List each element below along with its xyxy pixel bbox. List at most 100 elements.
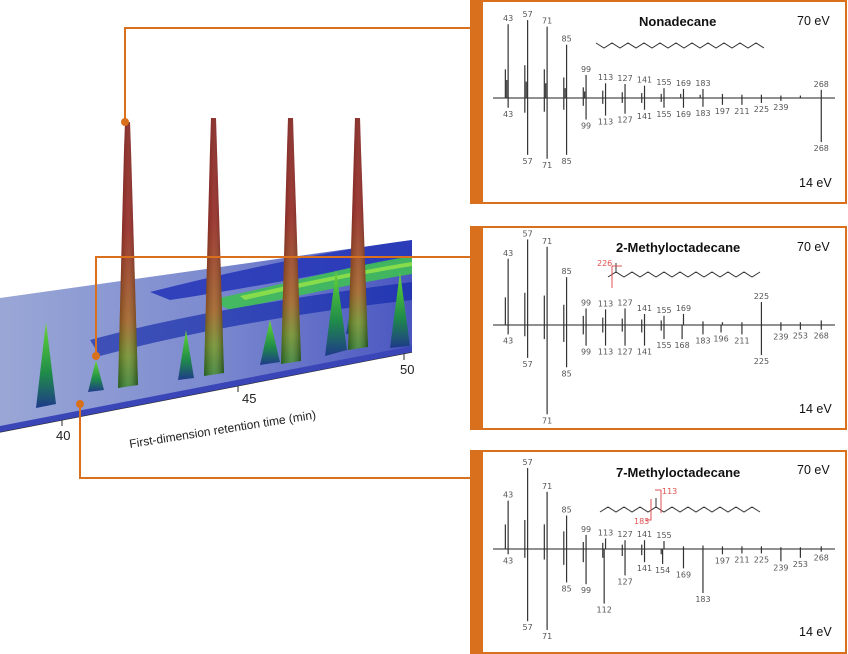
peak-label: 113	[598, 528, 613, 537]
peak-label: 268	[814, 144, 829, 153]
fragment-label: 183	[634, 517, 649, 526]
fragment-label: 113	[662, 487, 677, 496]
connector-dot	[121, 118, 129, 126]
peak-label: 85	[561, 584, 571, 593]
peak-label: 169	[676, 110, 691, 119]
x-axis-label: First-dimension retention time (min)	[128, 408, 317, 451]
surface-lower-band	[90, 282, 412, 356]
peak-label: 71	[542, 416, 552, 425]
connector-dot	[76, 400, 84, 408]
peak-label: 99	[581, 348, 591, 357]
peak-label: 127	[617, 577, 632, 586]
peak-label: 113	[598, 73, 613, 82]
mass-spectrum: 43 57 71 85 99 113 127 141 155 169 225 43 57 71 85 99 11…	[493, 229, 835, 425]
spectrum-panel-nonadecane: Nonadecane 70 eV 14 eV 43 57 71 85 99 113 127 1…	[470, 0, 847, 204]
peak-label: 43	[503, 491, 513, 500]
peak-label: 71	[542, 17, 552, 26]
peak-label: 211	[734, 555, 749, 564]
connector-2-methyloctadecane	[95, 256, 470, 356]
peak-label: 85	[561, 506, 571, 515]
peak-label: 268	[814, 554, 829, 563]
peak-label: 155	[656, 341, 671, 350]
peak-label: 141	[637, 112, 652, 121]
peak-two	[204, 118, 224, 376]
energy-bottom-label: 14 eV	[799, 402, 832, 416]
peak-label: 268	[814, 332, 829, 341]
peak-label: 57	[523, 623, 533, 632]
peak-label: 141	[637, 530, 652, 539]
peak-label: 168	[674, 341, 689, 350]
peak-label: 211	[734, 336, 749, 345]
peak-label: 197	[715, 556, 730, 565]
peak-label: 225	[754, 292, 769, 301]
peak-label: 154	[655, 566, 670, 575]
peak-label: 113	[598, 348, 613, 357]
peak-label: 127	[617, 74, 632, 83]
minor-peak	[390, 272, 410, 348]
peak-label: 141	[637, 564, 652, 573]
peak-label: 99	[581, 65, 591, 74]
peak-label: 43	[503, 110, 513, 119]
x-tick-label: 40	[56, 428, 70, 443]
peak-label: 57	[523, 229, 533, 238]
mass-spectrum: 43 57 71 85 99 113 127 141 155 169 183 268 43 57 71 85 9…	[493, 10, 835, 170]
spectrum-panel-2-methyloctadecane: 2-Methyloctadecane 70 eV 14 eV 226 43 57 7…	[470, 226, 847, 430]
connector-dot	[92, 352, 100, 360]
surface-front-edge	[0, 346, 412, 432]
peak-label: 57	[523, 360, 533, 369]
peak-label: 71	[542, 482, 552, 491]
surface-green-band-highlight	[240, 262, 412, 300]
peak-label: 85	[561, 369, 571, 378]
peak-label: 239	[773, 333, 788, 342]
connector-nonadecane	[124, 27, 470, 122]
peak-label: 141	[637, 76, 652, 85]
peak-label: 57	[523, 157, 533, 166]
molecule-structure	[599, 498, 761, 513]
minor-peak	[36, 322, 56, 408]
energy-top-label: 70 eV	[797, 14, 830, 28]
peak-label: 211	[734, 107, 749, 116]
surface-plot: 40 45 50 First-dimension retention time …	[0, 118, 414, 451]
connector-dots	[76, 118, 129, 408]
minor-peak	[178, 330, 194, 380]
peak-four	[348, 118, 368, 350]
molecule-structure	[595, 42, 765, 49]
peak-label: 253	[793, 332, 808, 341]
energy-bottom-label: 14 eV	[799, 625, 832, 639]
mass-spectrum: 43 57 71 85 99 113 127 141 155 43 57 71 85 99 112 127 14…	[493, 458, 835, 641]
peak-label: 99	[581, 525, 591, 534]
peak-label: 127	[617, 530, 632, 539]
peak-label: 127	[617, 298, 632, 307]
peak-label: 113	[598, 118, 613, 127]
x-axis-ticks	[61, 354, 405, 426]
peak-label: 268	[814, 80, 829, 89]
peak-label: 112	[597, 606, 612, 615]
peak-label: 253	[793, 560, 808, 569]
peak-label: 99	[581, 586, 591, 595]
peak-nonadecane	[118, 122, 138, 388]
peak-label: 127	[617, 348, 632, 357]
peak-label: 239	[773, 103, 788, 112]
panel-title: Nonadecane	[639, 14, 716, 29]
peak-label: 57	[523, 10, 533, 19]
peak-label: 183	[695, 109, 710, 118]
minor-peak	[88, 360, 104, 392]
molecule-structure	[607, 263, 761, 278]
energy-bottom-label: 14 eV	[799, 176, 832, 190]
peak-label: 225	[754, 555, 769, 564]
panel-title: 7-Methyloctadecane	[616, 465, 740, 480]
energy-top-label: 70 eV	[797, 463, 830, 477]
peak-label: 43	[503, 249, 513, 258]
peak-label: 85	[561, 267, 571, 276]
peak-label: 197	[715, 107, 730, 116]
major-peaks	[118, 118, 368, 388]
peak-three	[281, 118, 301, 364]
peak-label: 85	[561, 157, 571, 166]
peak-label: 43	[503, 14, 513, 23]
x-tick-label: 45	[242, 391, 256, 406]
x-tick-label: 50	[400, 362, 414, 377]
spectrum-panel-7-methyloctadecane: 7-Methyloctadecane 70 eV 14 eV 113 183 4…	[470, 450, 847, 654]
peak-label: 113	[598, 299, 613, 308]
peak-label: 155	[656, 110, 671, 119]
peak-label: 155	[656, 78, 671, 87]
